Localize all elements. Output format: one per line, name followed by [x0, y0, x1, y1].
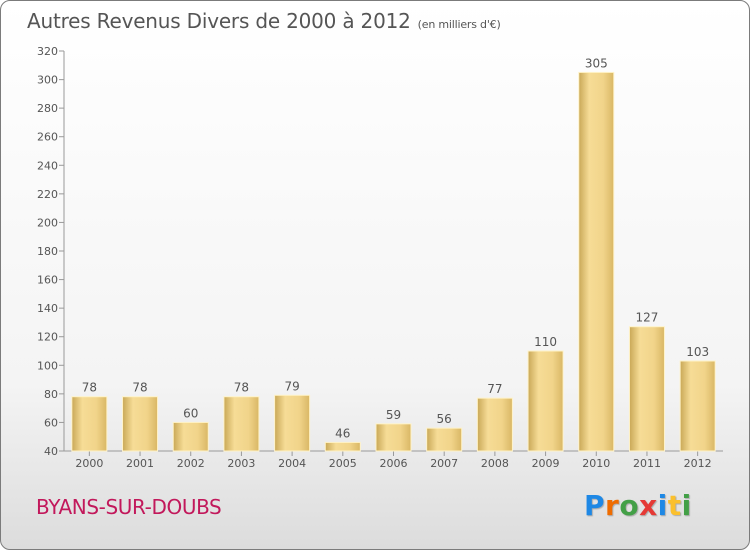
proxiti-logo: Proxiti [584, 489, 692, 522]
logo-letter: o [619, 489, 640, 522]
bar-value-label: 103 [686, 345, 709, 359]
logo-letter: r [605, 489, 620, 522]
y-tick-label: 140 [37, 302, 58, 315]
bar-value-label: 78 [234, 381, 249, 395]
y-tick-label: 80 [44, 388, 58, 401]
location-name: BYANS-SUR-DOUBS [36, 495, 222, 519]
bar-value-label: 305 [585, 56, 608, 70]
bar-value-label: 127 [636, 311, 659, 325]
y-tick-label: 280 [37, 102, 58, 115]
x-tick-label: 2011 [633, 457, 661, 470]
y-tick-label: 200 [37, 216, 58, 229]
y-tick-label: 120 [37, 331, 58, 344]
y-tick-label: 220 [37, 188, 58, 201]
bars [71, 71, 716, 452]
chart-title: Autres Revenus Divers de 2000 à 2012 (en … [27, 9, 501, 33]
x-tick-label: 2007 [430, 457, 458, 470]
x-tick-label: 2012 [684, 457, 712, 470]
bar-value-label: 46 [335, 426, 350, 440]
x-tick-label: 2000 [75, 457, 103, 470]
bar-value-label: 56 [437, 412, 452, 426]
y-tick-label: 260 [37, 131, 58, 144]
x-tick-label: 2010 [582, 457, 610, 470]
x-tick-label: 2002 [177, 457, 205, 470]
bar [172, 421, 209, 452]
x-tick-label: 2009 [532, 457, 560, 470]
bar [476, 397, 513, 452]
y-tick-label: 60 [44, 416, 58, 429]
bar [578, 71, 615, 452]
x-tick-label: 2001 [126, 457, 154, 470]
x-tick-label: 2006 [380, 457, 408, 470]
value-labels: 78 78 60 78 79 46 59 56 77 110 305 127 103 [82, 56, 709, 440]
logo-letter: P [584, 489, 606, 522]
y-tick-label: 160 [37, 274, 58, 287]
y-tick-label: 320 [37, 45, 58, 58]
bar [324, 441, 361, 452]
bar-value-label: 79 [284, 379, 299, 393]
logo-letter: x [639, 489, 658, 522]
chart-subtitle: (en milliers d'€) [417, 18, 501, 31]
y-tick-label: 40 [44, 445, 58, 458]
bar-value-label: 60 [183, 406, 198, 420]
bar [679, 360, 716, 452]
bar [223, 396, 260, 452]
bar [426, 427, 463, 452]
logo-letter: i [681, 489, 692, 522]
y-tick-label: 180 [37, 245, 58, 258]
x-tick-label: 2008 [481, 457, 509, 470]
bar [527, 350, 564, 452]
bar [274, 394, 311, 452]
bar [122, 396, 159, 452]
bar [628, 326, 665, 452]
x-tick-label: 2003 [227, 457, 255, 470]
bar [71, 396, 108, 452]
bar-value-label: 59 [386, 408, 401, 422]
chart-title-text: Autres Revenus Divers de 2000 à 2012 [27, 9, 411, 33]
y-tick-label: 100 [37, 359, 58, 372]
bar-value-label: 78 [132, 381, 147, 395]
logo-letter: i [657, 489, 668, 522]
bar-value-label: 78 [82, 381, 97, 395]
y-tick-label: 240 [37, 159, 58, 172]
bar-value-label: 110 [534, 335, 557, 349]
logo-letter: t [667, 489, 682, 522]
y-tick-label: 300 [37, 74, 58, 87]
bar [375, 423, 412, 452]
x-tick-label: 2005 [329, 457, 357, 470]
axes: 40 60 80 100 120 140 160 180 200 220 240 260 280 300 3… [37, 45, 723, 470]
bar-value-label: 77 [487, 382, 502, 396]
x-tick-label: 2004 [278, 457, 306, 470]
